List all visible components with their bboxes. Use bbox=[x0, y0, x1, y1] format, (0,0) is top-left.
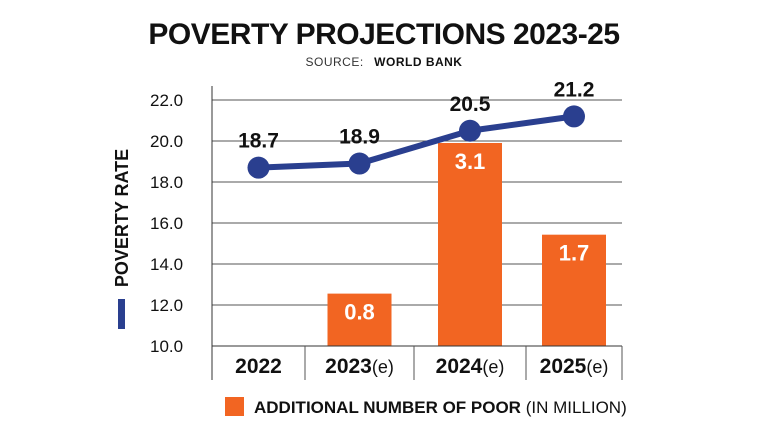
y-tick-label: 18.0 bbox=[150, 173, 183, 192]
x-tick-label: 2023(e) bbox=[325, 355, 394, 378]
x-tick-year: 2022 bbox=[235, 355, 282, 378]
y-tick-label: 16.0 bbox=[150, 214, 183, 233]
bar bbox=[327, 293, 392, 346]
source-line: SOURCE: WORLD BANK bbox=[306, 53, 463, 70]
x-tick-label: 2022 bbox=[235, 355, 282, 378]
x-tick-year: 2023 bbox=[325, 355, 372, 378]
source-name: WORLD BANK bbox=[374, 55, 462, 69]
bar-legend-swatch bbox=[225, 397, 244, 416]
bar bbox=[438, 143, 502, 346]
x-tick-suffix: (e) bbox=[586, 357, 608, 377]
x-tick-label: 2024(e) bbox=[436, 355, 505, 378]
legend: ADDITIONAL NUMBER OF POOR (IN MILLION) bbox=[225, 397, 627, 417]
bar-value-label: 3.1 bbox=[455, 149, 486, 174]
line-value-label: 21.2 bbox=[554, 78, 595, 101]
line-value-label: 18.7 bbox=[238, 130, 279, 153]
y-grid bbox=[212, 99, 622, 347]
x-tick-label: 2025(e) bbox=[540, 355, 609, 378]
line-point bbox=[247, 156, 270, 179]
bar-series: 0.8 3.1 1.7 bbox=[327, 143, 606, 346]
line-legend-marker bbox=[118, 299, 125, 329]
x-tick-suffix: (e) bbox=[372, 357, 394, 377]
source-label: SOURCE: bbox=[306, 55, 364, 69]
x-tick-year: 2025 bbox=[540, 355, 587, 378]
y-tick-label: 22.0 bbox=[150, 91, 183, 110]
bar-value-label: 0.8 bbox=[344, 300, 375, 325]
y-tick-label: 14.0 bbox=[150, 255, 183, 274]
bar-value-label: 1.7 bbox=[559, 241, 590, 266]
line-point bbox=[563, 105, 585, 128]
line-point bbox=[348, 152, 371, 175]
y-tick-label: 10.0 bbox=[150, 337, 183, 356]
x-tick-year: 2024 bbox=[436, 355, 483, 378]
chart-title: POVERTY PROJECTIONS 2023-25 bbox=[148, 18, 619, 51]
axes bbox=[211, 86, 623, 380]
line-value-label: 20.5 bbox=[450, 93, 491, 116]
legend-unit-text: (IN MILLION) bbox=[526, 398, 627, 417]
y-tick-labels: 10.0 12.0 14.0 16.0 18.0 20.0 22.0 bbox=[150, 91, 183, 356]
line-series: 18.7 18.9 20.5 21.2 bbox=[238, 78, 595, 179]
bar-legend-label: ADDITIONAL NUMBER OF POOR (IN MILLION) bbox=[254, 398, 627, 417]
bar bbox=[542, 234, 606, 346]
line-value-label: 18.9 bbox=[339, 126, 380, 149]
poverty-rate-line bbox=[258, 113, 575, 171]
x-tick-suffix: (e) bbox=[482, 357, 504, 377]
line-point bbox=[459, 119, 481, 142]
y-tick-label: 20.0 bbox=[150, 132, 183, 151]
y-axis-label-group: POVERTY RATE bbox=[112, 149, 132, 329]
y-tick-label: 12.0 bbox=[150, 296, 183, 315]
y-axis-label: POVERTY RATE bbox=[112, 149, 132, 287]
x-tick-labels: 2022 2023(e) 2024(e) 2025(e) bbox=[235, 355, 608, 378]
legend-main-text: ADDITIONAL NUMBER OF POOR bbox=[254, 398, 526, 417]
